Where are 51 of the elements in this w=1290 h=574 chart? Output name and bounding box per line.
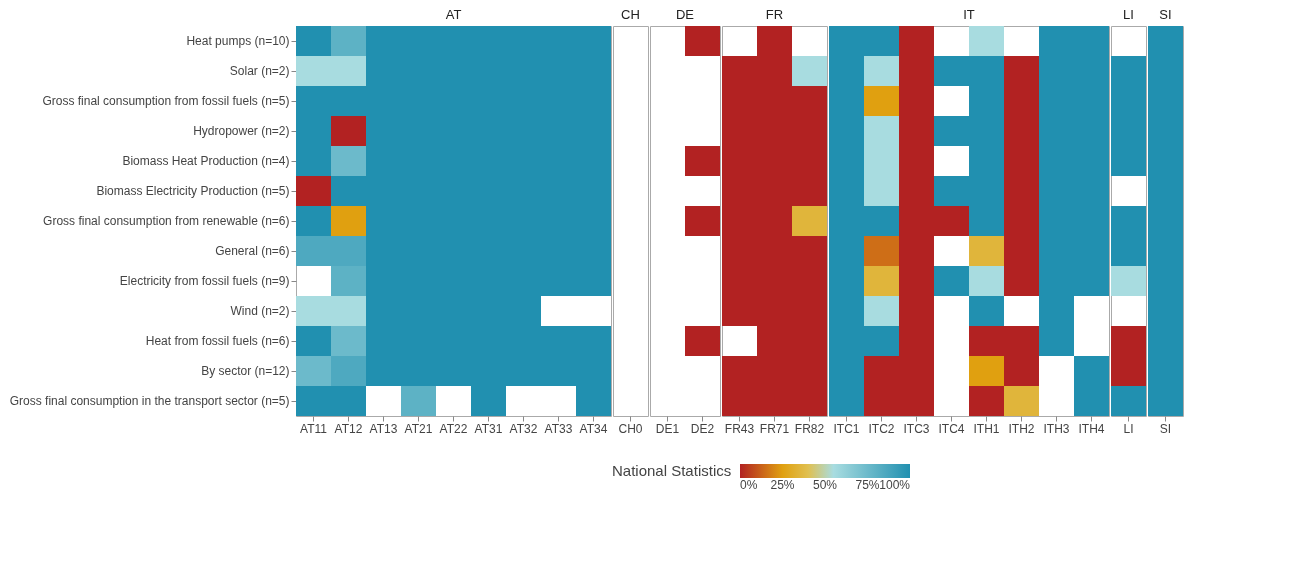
color-bar-title: National Statistics [612,462,732,479]
color-bar-label: 25% [770,478,795,492]
x-tick-label: ITH4 [1078,421,1105,436]
y-tick-label: Gross final consumption from fossil fuels (n=5) [42,94,290,108]
y-tick-label: Biomass Heat Production (n=4) [122,154,290,168]
y-tick-label: Heat from fossil fuels (n=6) [145,334,290,348]
y-tick-label: Heat pumps (n=10) [186,34,290,48]
x-tick-label: ITH3 [1043,421,1070,436]
y-tick-label: Biomass Electricity Production (n=5) [96,184,290,198]
y-tick-label: Wind (n=2) [230,304,290,318]
y-tick-label: By sector (n=12) [201,364,290,378]
text: SI [1159,7,1172,22]
color-bar-label: 100% [879,478,911,492]
x-tick-label: CH0 [618,421,643,436]
x-tick-label: DE2 [690,421,715,436]
x-tick-label: LI [1123,421,1134,436]
color-bar-label: 0% [740,478,758,492]
x-tick-label: AT13 [369,421,398,436]
text: CH [621,7,640,22]
x-tick-label: AT22 [439,421,468,436]
x-tick-label: DE1 [655,421,680,436]
text: DE [675,7,695,22]
x-tick-label: FR43 [724,421,755,436]
x-tick-label: ITC4 [938,421,965,436]
x-tick-label: AT33 [544,421,573,436]
x-tick-label: AT31 [474,421,503,436]
y-tick-label: Gross final consumption from renewable (n=6) [43,214,290,228]
color-bar-label: 75% [855,478,880,492]
x-tick-label: FR82 [794,421,825,436]
y-tick-label: Hydropower (n=2) [193,124,290,138]
x-tick-label: FR71 [759,421,790,436]
x-tick-label: AT11 [300,421,328,436]
x-tick-label: ITC2 [868,421,895,436]
x-tick-label: SI [1159,421,1172,436]
x-tick-label: AT34 [579,421,608,436]
text: LI [1123,7,1134,22]
y-tick-label: General (n=6) [215,244,290,258]
x-tick-label: ITC1 [833,421,860,436]
x-tick-label: ITC3 [903,421,930,436]
text: IT [963,7,975,22]
color-bar-label: 50% [812,478,838,492]
x-tick-label: AT12 [334,421,363,436]
x-tick-label: AT21 [404,421,433,436]
text: FR [765,7,784,22]
y-tick-label: Gross final consumption in the transport sector (n=5) [9,394,290,408]
y-tick-label: Solar (n=2) [229,64,290,78]
text: AT [445,7,462,22]
x-tick-label: AT32 [509,421,538,436]
y-tick-label: Electricity from fossil fuels (n=9) [119,274,290,288]
x-tick-label: ITH2 [1008,421,1035,436]
x-tick-label: ITH1 [973,421,1000,436]
